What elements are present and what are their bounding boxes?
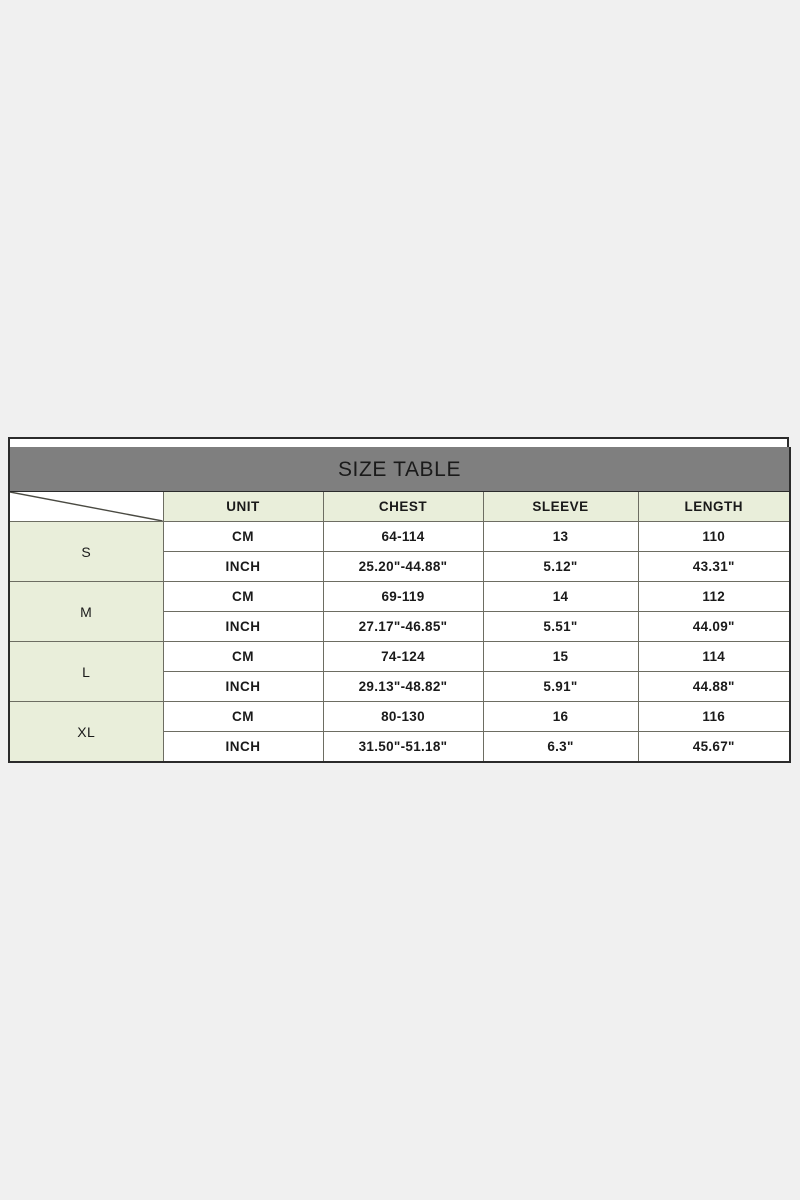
table-row: INCH 25.20"-44.88" 5.12" 43.31" [9,551,791,582]
table-row: INCH 31.50"-51.18" 6.3" 45.67" [9,731,791,763]
cell-m-inch-length: 44.09" [637,611,791,642]
corner-cell-diagonal [8,491,164,522]
cell-xl-cm-length: 116 [637,701,791,732]
cell-s-cm-chest: 64-114 [322,521,484,552]
cell-m-cm-unit: CM [162,581,324,612]
cell-s-cm-length: 110 [637,521,791,552]
cell-s-inch-length: 43.31" [637,551,791,582]
table-row: M CM 69-119 14 112 [8,581,791,642]
cell-l-inch-unit: INCH [162,671,324,702]
cell-l-inch-length: 44.88" [637,671,791,702]
table-row: L CM 74-124 15 114 [8,641,791,702]
cell-l-inch-chest: 29.13"-48.82" [322,671,484,702]
cell-s-inch-sleeve: 5.12" [482,551,639,582]
column-header-chest: CHEST [322,491,484,522]
cell-s-cm-unit: CM [162,521,324,552]
column-header-length: LENGTH [637,491,791,522]
cell-m-cm-chest: 69-119 [322,581,484,612]
cell-l-cm-length: 114 [637,641,791,672]
cell-m-cm-sleeve: 14 [482,581,639,612]
cell-m-inch-unit: INCH [162,611,324,642]
column-header-unit: UNIT [162,491,324,522]
table-title: SIZE TABLE [8,447,791,492]
cell-s-cm-sleeve: 13 [482,521,639,552]
cell-l-cm-unit: CM [162,641,324,672]
table-top-band [8,437,789,447]
column-header-sleeve: SLEEVE [482,491,639,522]
table-row: INCH 27.17"-46.85" 5.51" 44.09" [9,611,791,642]
diagonal-divider-icon [10,492,162,521]
cell-xl-inch-sleeve: 6.3" [482,731,639,763]
table-header-row: UNIT CHEST SLEEVE LENGTH [8,491,791,522]
cell-m-inch-sleeve: 5.51" [482,611,639,642]
size-label-l: L [8,641,164,702]
cell-m-inch-chest: 27.17"-46.85" [322,611,484,642]
cell-xl-inch-unit: INCH [162,731,324,763]
cell-xl-inch-length: 45.67" [637,731,791,763]
cell-xl-cm-sleeve: 16 [482,701,639,732]
cell-s-inch-chest: 25.20"-44.88" [322,551,484,582]
table-title-row: SIZE TABLE [8,447,791,492]
cell-m-cm-length: 112 [637,581,791,612]
cell-l-inch-sleeve: 5.91" [482,671,639,702]
cell-xl-cm-unit: CM [162,701,324,732]
size-label-m: M [8,581,164,642]
cell-s-inch-unit: INCH [162,551,324,582]
table-row: S CM 64-114 13 110 [8,521,791,582]
size-label-s: S [8,521,164,582]
table-row: INCH 29.13"-48.82" 5.91" 44.88" [9,671,791,702]
cell-l-cm-sleeve: 15 [482,641,639,672]
cell-xl-cm-chest: 80-130 [322,701,484,732]
cell-xl-inch-chest: 31.50"-51.18" [322,731,484,763]
cell-l-cm-chest: 74-124 [322,641,484,672]
size-table-container: SIZE TABLE UNIT CHEST SLEEVE LENGTH S CM… [8,437,792,763]
size-table: SIZE TABLE UNIT CHEST SLEEVE LENGTH S CM… [8,447,792,763]
size-label-xl: XL [8,701,164,763]
table-row: XL CM 80-130 16 116 [8,701,791,763]
